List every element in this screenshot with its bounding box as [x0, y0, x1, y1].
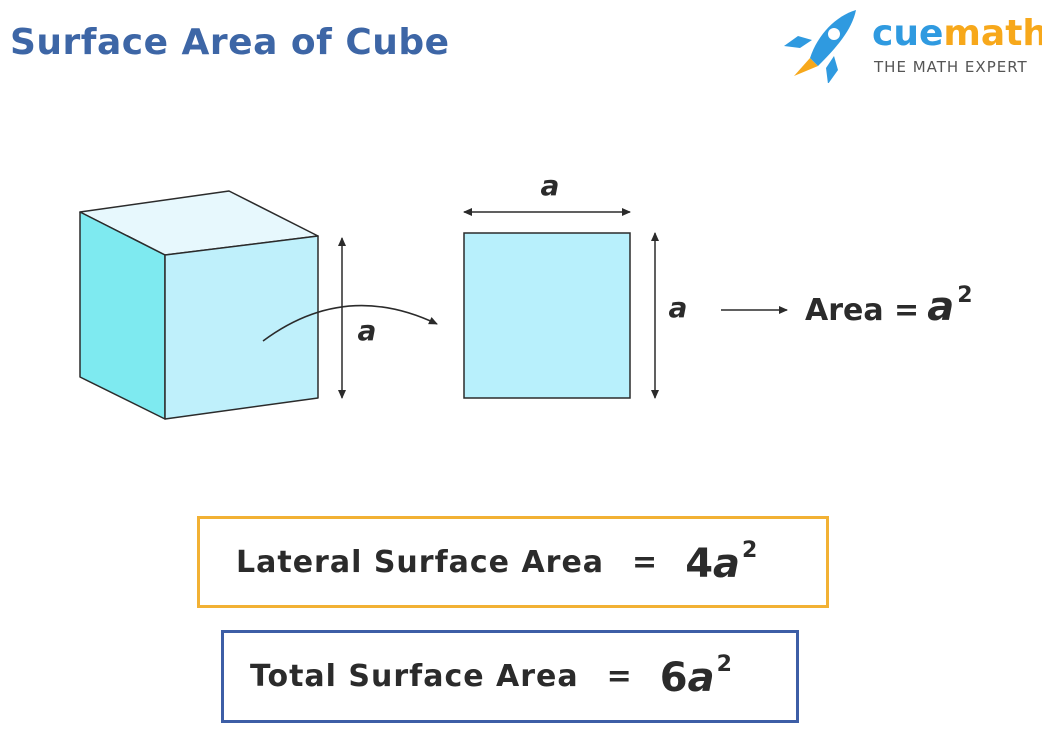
cube-front-face [164, 235, 319, 420]
rocket-icon [784, 10, 856, 83]
total-label: Total Surface Area [250, 659, 579, 694]
lateral-label: Lateral Surface Area [236, 544, 605, 580]
logo-tagline: THE MATH EXPERT [874, 58, 1028, 76]
square-face [463, 232, 631, 399]
cube [79, 190, 319, 420]
lateral-equals: = [632, 544, 658, 580]
logo-wordmark-math: math [943, 13, 1042, 54]
lateral-variable: a [713, 540, 741, 587]
total-variable: a [687, 655, 715, 701]
cuemath-logo: cuemath THE MATH EXPERT [782, 8, 1042, 83]
unfold-curved-arrow [262, 304, 438, 342]
cube-edge-label: a [358, 314, 377, 347]
page-title: Surface Area of Cube [10, 22, 450, 63]
lateral-surface-area-box: Lateral Surface Area = 4a2 [197, 516, 829, 608]
total-exponent: 2 [716, 652, 732, 677]
area-variable: a [927, 284, 954, 330]
logo-wordmark: cuemath [872, 14, 1042, 54]
total-equals: = [606, 659, 632, 694]
lateral-coefficient: 4 [685, 540, 714, 587]
logo-wordmark-cue: cue [872, 13, 944, 54]
total-surface-area-box: Total Surface Area = 6a2 [221, 630, 799, 723]
square-top-label: a [541, 169, 560, 202]
lateral-value: 4a2 [685, 538, 757, 587]
square-right-label: a [669, 291, 688, 324]
area-exponent: 2 [957, 283, 972, 308]
lateral-exponent: 2 [742, 537, 758, 563]
area-expression: Area = a 2 [805, 283, 973, 330]
total-value: 6a2 [660, 652, 732, 701]
area-label: Area = [805, 293, 919, 328]
cube-diagram: a a a Area = a 2 [79, 169, 973, 420]
total-coefficient: 6 [659, 655, 688, 701]
